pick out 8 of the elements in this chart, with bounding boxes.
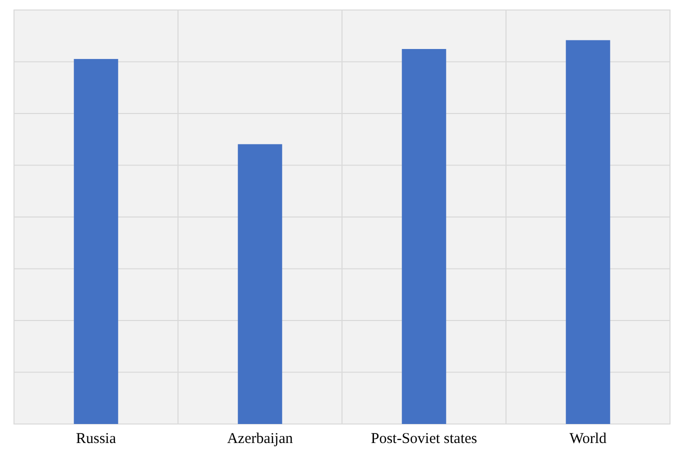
bar [402, 48, 446, 424]
x-tick-label: Post-Soviet states [370, 431, 478, 447]
x-tick-label: Russia [76, 431, 116, 447]
bar [566, 40, 610, 424]
x-tick-label: Azerbaijan [227, 431, 294, 447]
bar [238, 144, 282, 424]
x-tick-label: World [569, 431, 608, 447]
bar [74, 58, 118, 424]
